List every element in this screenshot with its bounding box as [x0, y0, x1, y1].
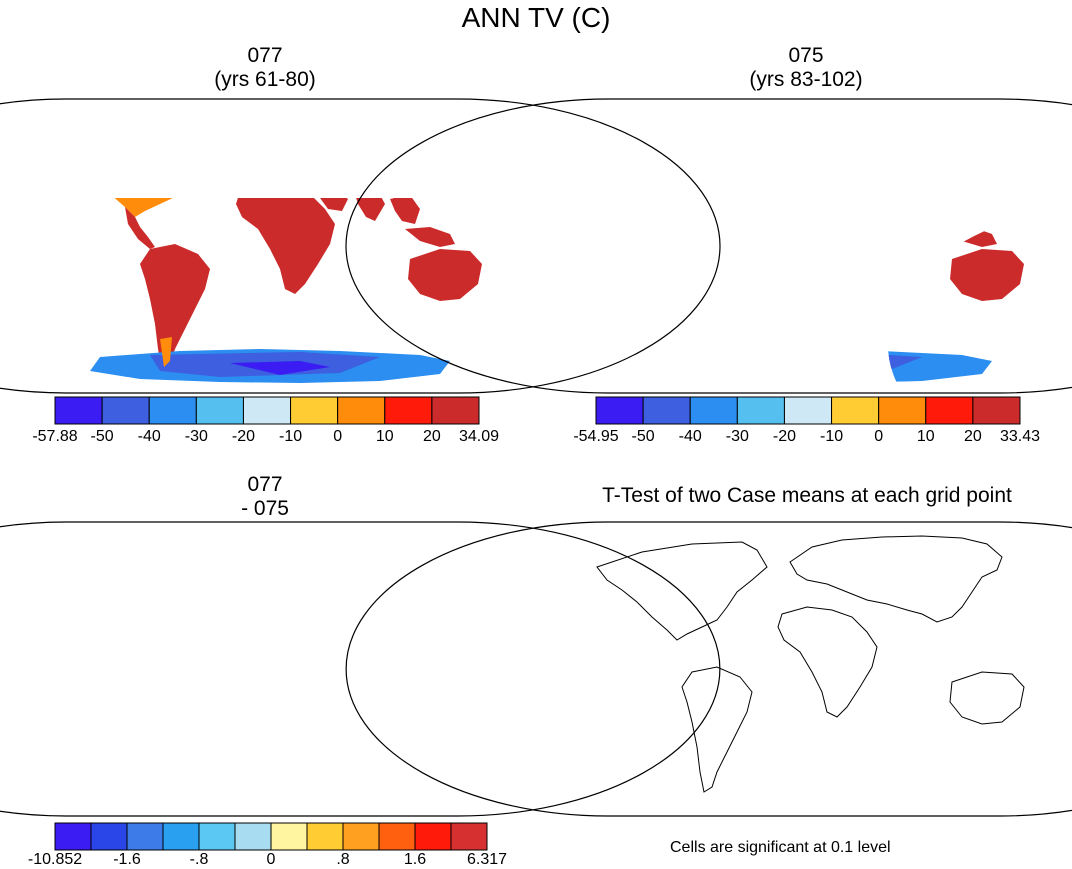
colorbar-swatch [198, 822, 236, 851]
colorbar-tick-label: 20 [422, 428, 441, 445]
map-top-left [0, 98, 721, 394]
colorbar-swatch [162, 822, 200, 851]
map-top-right [345, 98, 1072, 394]
colorbar-swatch [431, 396, 480, 425]
colorbar-tick-label: -40 [678, 428, 702, 445]
colorbar-tick-label: -20 [231, 428, 255, 445]
panel-title-line1: 077 [247, 473, 283, 496]
colorbar-swatch [925, 396, 974, 425]
colorbar-tick-label: -54.95 [573, 428, 619, 445]
panel-title-bottom-right: T-Test of two Case means at each grid po… [546, 484, 1068, 508]
colorbar-swatch [595, 396, 644, 425]
colorbar-swatch [306, 822, 344, 851]
colorbar-swatch [736, 396, 785, 425]
map-bottom-right [345, 521, 1072, 817]
colorbar-tick-label: 0 [266, 851, 276, 868]
colorbar-swatch [972, 396, 1021, 425]
colorbar-swatch [148, 396, 197, 425]
panel-title-line2: (yrs 83-102) [749, 68, 863, 91]
colorbar-swatch [450, 822, 488, 851]
colorbar-swatch [101, 396, 150, 425]
colorbar-tick-label: -10.852 [27, 851, 83, 868]
colorbar-tick-label: 10 [916, 428, 935, 445]
colorbar-swatch [689, 396, 738, 425]
colorbar-tick-label: -40 [137, 428, 161, 445]
panel-title-line2: (yrs 61-80) [214, 68, 316, 91]
colorbar-tick-label: -57.88 [32, 428, 78, 445]
panel-title-line2: - 075 [241, 497, 289, 520]
colorbar-swatch [90, 822, 128, 851]
colorbar-tick-label: 6.317 [466, 851, 508, 868]
significance-note: Cells are significant at 0.1 level [670, 839, 891, 856]
colorbar-tick-label: 33.43 [999, 428, 1041, 445]
colorbar-tick-label: 0 [333, 428, 343, 445]
colorbar-tick-label: -50 [631, 428, 655, 445]
colorbar-tick-label: -20 [772, 428, 796, 445]
colorbar-swatch [242, 396, 292, 425]
panel-title-line1: 077 [247, 44, 283, 67]
colorbar-swatch [642, 396, 691, 425]
panel-title-bottom-left: 077 - 075 [165, 473, 365, 521]
colorbar-swatch [270, 822, 308, 851]
panel-title-top-right: 075 (yrs 83-102) [706, 44, 906, 92]
colorbar-swatch [337, 396, 386, 425]
colorbar-swatch [378, 822, 416, 851]
colorbar-tick-label: -1.6 [113, 851, 141, 868]
colorbar-swatch [126, 822, 164, 851]
colorbar-swatch [54, 822, 92, 851]
colorbar-tick-label: -.8 [189, 851, 209, 868]
colorbar-tick-label: -30 [725, 428, 749, 445]
colorbar-tick-label: .8 [336, 851, 350, 868]
colorbar-swatch [342, 822, 380, 851]
panel-title-line1: 075 [788, 44, 824, 67]
colorbar-tick-label: 1.6 [403, 851, 427, 868]
colorbar-swatch [783, 396, 833, 425]
colorbar-swatch [831, 396, 880, 425]
colorbar-swatch [54, 396, 103, 425]
colorbar-swatch [290, 396, 339, 425]
colorbar-tick-label: -10 [819, 428, 844, 445]
map-bottom-left [0, 521, 721, 817]
colorbar-tick-label: -30 [184, 428, 208, 445]
figure-title: ANN TV (C) [461, 2, 611, 33]
panel-title-line1: T-Test of two Case means at each grid po… [602, 484, 1012, 507]
colorbar-tick-label: 0 [874, 428, 884, 445]
colorbar-tick-label: 34.09 [458, 428, 500, 445]
colorbar-tick-label: 10 [375, 428, 394, 445]
colorbar-swatch [195, 396, 244, 425]
colorbar-swatch [234, 822, 272, 851]
panel-title-top-left: 077 (yrs 61-80) [165, 44, 365, 92]
colorbar-tick-label: 20 [963, 428, 982, 445]
colorbar-swatch [384, 396, 433, 425]
colorbar-swatch [878, 396, 927, 425]
colorbar-swatch [414, 822, 452, 851]
colorbar-tick-label: -10 [278, 428, 303, 445]
colorbar-tick-label: -50 [90, 428, 114, 445]
